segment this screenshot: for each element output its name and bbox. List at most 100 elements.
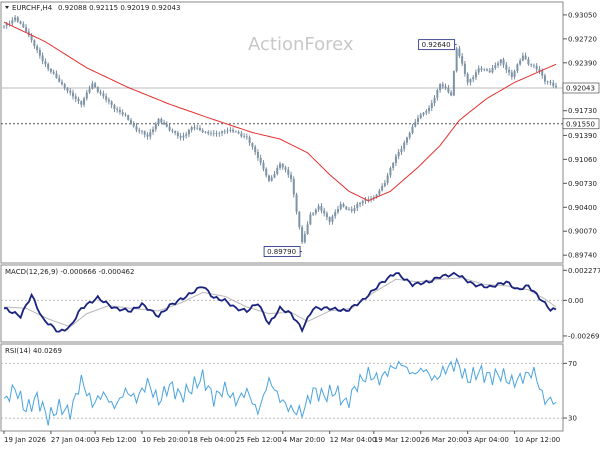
candle-body <box>400 148 403 152</box>
candle-body <box>405 137 408 143</box>
candle-body <box>516 64 519 72</box>
price-tick-label: 0.89740 <box>568 252 597 260</box>
price-pane: 0.93050 0.92720 0.92390 0.91730 0.91390 0.910… <box>0 1 600 264</box>
current-price-marker-label: 0.92043 <box>566 84 595 92</box>
candle-body <box>187 130 190 135</box>
candle-body <box>325 213 328 218</box>
time-tick-label: 25 Feb 12:00 <box>236 436 282 444</box>
candle-body <box>381 186 384 191</box>
candle-body <box>472 77 475 80</box>
price-tick-label: 0.90400 <box>568 204 597 212</box>
collapse-arrow-icon[interactable] <box>5 6 9 9</box>
candle-body <box>254 146 257 152</box>
candle-body <box>237 131 240 134</box>
time-tick-label: 4 Mar 20:00 <box>283 436 325 444</box>
candle-body <box>165 124 168 127</box>
candle-body <box>66 88 69 91</box>
candle-body <box>267 175 270 181</box>
candle-body <box>303 234 306 243</box>
candle-body <box>63 84 66 89</box>
candle-body <box>356 204 359 209</box>
candle-body <box>334 212 337 217</box>
candle-body <box>132 124 135 127</box>
candle-body <box>414 122 417 127</box>
candle-body <box>240 133 243 137</box>
macd-pane: 0.002277 0.00 -0.002693 MACD(12,26,9) -0.0… <box>0 264 600 343</box>
candle-body <box>234 131 237 133</box>
candle-body <box>179 136 182 138</box>
candle-body <box>306 224 309 235</box>
candle-body <box>477 68 480 73</box>
candle-body <box>47 64 50 69</box>
annotation-label: 0.89790 <box>267 248 296 256</box>
candle-body <box>361 200 364 203</box>
candle-body <box>328 217 331 222</box>
candle-body <box>30 35 33 41</box>
macd-axis: 0.002277 0.00 -0.002693 <box>563 267 600 340</box>
candle-body <box>157 118 160 125</box>
price-tick-label: 0.91390 <box>568 132 597 140</box>
candle-body <box>149 132 152 137</box>
candle-body <box>72 92 74 97</box>
time-tick-label: 10 Apr 12:00 <box>515 436 561 444</box>
candle-body <box>314 209 317 214</box>
candle-body <box>403 142 406 149</box>
candle-body <box>527 59 530 65</box>
rsi-axis: 70 30 <box>1 360 577 423</box>
price-tick-label: 0.91730 <box>568 107 597 115</box>
candle-body <box>342 204 345 207</box>
candle-body <box>174 131 177 133</box>
price-tick-label: 0.92390 <box>568 59 597 67</box>
candle-body <box>80 101 83 105</box>
candle-body <box>33 40 36 47</box>
price-axis: 0.93050 0.92720 0.92390 0.91730 0.91390 0.910… <box>563 11 597 260</box>
candle-body <box>245 136 248 138</box>
candle-body <box>408 132 411 138</box>
moving-average-line <box>3 21 557 202</box>
candle-body <box>317 206 320 210</box>
candle-body <box>552 82 555 86</box>
macd-main-line <box>3 271 557 334</box>
candle-body <box>458 48 461 57</box>
candle-body <box>491 68 494 73</box>
candle-body <box>248 137 251 143</box>
candle-body <box>25 27 28 32</box>
time-tick-label: 26 Mar 20:00 <box>421 436 468 444</box>
candle-body <box>223 131 226 132</box>
price-tick-label: 0.92720 <box>568 35 597 43</box>
candle-body <box>116 109 119 110</box>
candle-body <box>129 119 132 125</box>
candle-body <box>215 133 218 134</box>
candle-body <box>486 69 488 71</box>
candle-body <box>541 70 544 76</box>
candle-body <box>353 208 356 211</box>
candle-body <box>532 65 535 66</box>
macd-tick-label: -0.002693 <box>568 332 600 340</box>
price-tick-label: 0.93050 <box>568 11 597 19</box>
candle-body <box>375 194 378 198</box>
macd-tick-label: 0.00 <box>568 297 584 305</box>
candle-body <box>190 127 193 131</box>
candle-body <box>320 206 323 211</box>
candle-body <box>549 81 552 83</box>
candle-body <box>265 168 268 176</box>
candle-body <box>14 17 17 21</box>
candle-body <box>364 199 367 201</box>
candle-body <box>8 23 11 25</box>
candle-body <box>466 73 469 83</box>
candle-body <box>513 71 516 77</box>
candle-body <box>77 98 80 102</box>
price-tick-label: 0.90070 <box>568 228 597 236</box>
time-tick-label: 27 Jan 04:00 <box>51 436 95 444</box>
support-level-marker-label: 0.91550 <box>566 120 595 128</box>
time-axis: 19 Jan 2026 27 Jan 04:00 3 Feb 12:00 10 Feb… <box>3 431 561 444</box>
candle-body <box>378 190 381 195</box>
candle-body <box>295 194 298 212</box>
candle-body <box>74 96 77 99</box>
price-axis-markers: 0.92043 0.91550 <box>562 82 600 130</box>
candle-body <box>273 174 276 178</box>
candle-body <box>138 130 141 132</box>
candle-body <box>345 206 348 210</box>
candle-body <box>198 127 201 131</box>
